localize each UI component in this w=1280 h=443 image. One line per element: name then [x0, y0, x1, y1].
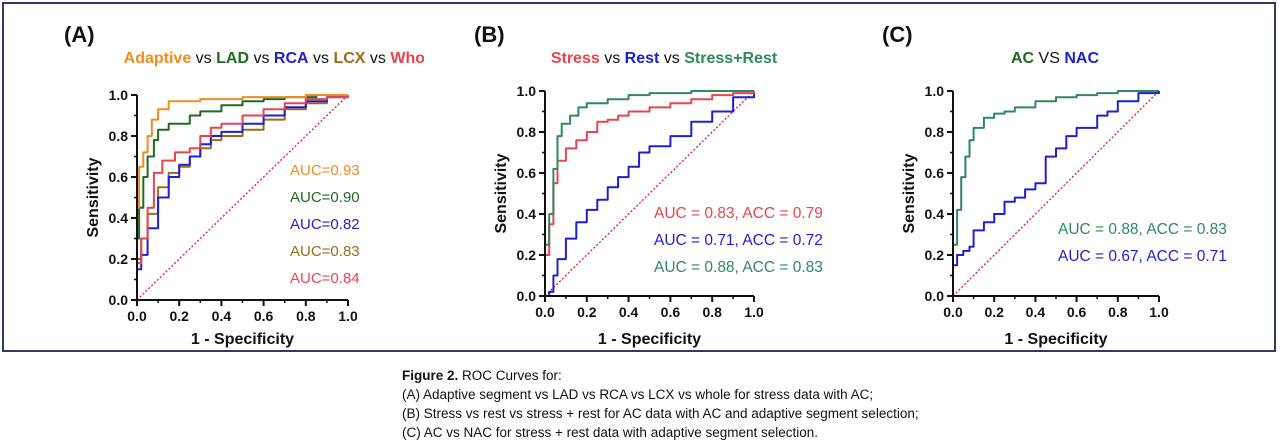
panel-label-c: (C) — [882, 22, 913, 47]
title-part-b-4: Stress+Rest — [684, 50, 778, 67]
x-tick-label-c-2: 0.4 — [1026, 304, 1046, 320]
title-part-c-0: AC — [1011, 50, 1035, 67]
title-part-b-2: Rest — [625, 50, 660, 67]
title-part-a-7: vs — [365, 50, 390, 67]
x-tick-label-c-4: 0.8 — [1108, 304, 1128, 320]
y-tick-label-a-3: 0.6 — [109, 169, 129, 185]
y-tick-label-a-0: 0.0 — [109, 292, 129, 308]
figure-caption: Figure 2. ROC Curves for: (A) Adaptive s… — [402, 366, 919, 442]
y-tick-label-b-3: 0.6 — [517, 165, 537, 181]
roc-series-a-3 — [136, 94, 348, 300]
roc-series-b-1 — [544, 91, 755, 296]
x-tick-label-a-2: 0.4 — [212, 308, 232, 324]
y-tick-label-c-0: 0.0 — [925, 288, 945, 304]
y-tick-label-c-5: 1.0 — [925, 83, 945, 99]
auc-annotation-b-0: AUC = 0.83, ACC = 0.79 — [654, 205, 823, 222]
diagonal-reference-b — [544, 90, 755, 297]
title-part-c-1: VS — [1034, 50, 1064, 67]
x-tick-label-a-1: 0.2 — [169, 308, 189, 324]
title-part-a-6: LCX — [333, 50, 365, 67]
diagonal-reference-a — [136, 94, 349, 301]
caption-title: ROC Curves for: — [462, 368, 562, 383]
y-tick-label-b-2: 0.4 — [517, 206, 537, 222]
y-tick-label-b-4: 0.8 — [517, 124, 537, 140]
chart-title-b: Stress vs Rest vs Stress+Rest — [551, 50, 778, 67]
auc-annotation-a-4: AUC=0.84 — [290, 270, 360, 287]
auc-annotation-b-2: AUC = 0.88, ACC = 0.83 — [654, 259, 823, 276]
title-part-c-2: NAC — [1064, 50, 1099, 67]
roc-series-b-2 — [544, 90, 754, 296]
caption-heading: Figure 2. ROC Curves for: — [402, 366, 919, 385]
x-tick-label-b-1: 0.2 — [577, 304, 597, 320]
roc-series-c-0 — [952, 91, 1160, 296]
title-part-a-5: vs — [309, 50, 334, 67]
title-part-a-2: LAD — [216, 50, 249, 67]
caption-line-b: (B) Stress vs rest vs stress + rest for … — [402, 406, 919, 421]
title-part-a-4: RCA — [274, 50, 309, 67]
y-tick-label-c-4: 0.8 — [925, 124, 945, 140]
x-tick-label-c-5: 1.0 — [1149, 304, 1169, 320]
x-axis-label-c: 1 - Specificity — [1004, 331, 1107, 348]
auc-annotation-b-1: AUC = 0.71, ACC = 0.72 — [654, 232, 823, 249]
y-tick-label-b-5: 1.0 — [517, 83, 537, 99]
figure-frame: (A) Adaptive vs LAD vs RCA vs LCX vs Whol… — [2, 2, 1276, 352]
auc-annotation-a-1: AUC=0.90 — [290, 189, 360, 206]
x-tick-label-a-4: 0.8 — [296, 308, 316, 324]
roc-series-a-2 — [136, 95, 349, 300]
panel-label-b: (B) — [474, 22, 505, 47]
auc-annotation-a-3: AUC=0.83 — [290, 243, 360, 260]
auc-annotation-a-2: AUC=0.82 — [290, 216, 360, 233]
y-tick-label-c-3: 0.6 — [925, 165, 945, 181]
x-tick-label-b-2: 0.4 — [619, 304, 639, 320]
y-tick-label-a-2: 0.4 — [109, 210, 129, 226]
chart-title-c: AC VS NAC — [1011, 50, 1099, 67]
y-tick-label-a-4: 0.8 — [109, 128, 129, 144]
x-tick-label-c-1: 0.2 — [984, 304, 1004, 320]
roc-series-c-1 — [952, 90, 1159, 296]
x-tick-label-a-5: 1.0 — [338, 308, 358, 324]
diagonal-reference-c — [952, 90, 1160, 297]
x-tick-label-c-0: 0.0 — [943, 304, 963, 320]
title-part-a-3: vs — [249, 50, 274, 67]
title-part-a-8: Whole — [390, 50, 424, 67]
title-part-a-0: Adaptive — [124, 50, 192, 67]
auc-annotation-c-1: AUC = 0.67, ACC = 0.71 — [1058, 248, 1227, 265]
x-tick-label-b-0: 0.0 — [535, 304, 555, 320]
roc-series-b-0 — [545, 91, 755, 297]
x-axis-label-b: 1 - Specificity — [598, 331, 701, 348]
y-tick-label-b-1: 0.2 — [517, 247, 537, 263]
roc-series-a-1 — [136, 95, 349, 300]
y-axis-label-a: Sensitivity — [85, 157, 102, 237]
caption-label: Figure 2. — [402, 368, 459, 383]
x-axis-label-a: 1 - Specificity — [191, 331, 294, 348]
title-part-a-1: vs — [191, 50, 216, 67]
roc-series-a-0 — [136, 95, 349, 300]
y-tick-label-a-1: 0.2 — [109, 251, 129, 267]
chart-title-a: Adaptive vs LAD vs RCA vs LCX vs Whole — [124, 50, 424, 67]
y-tick-label-b-0: 0.0 — [517, 288, 537, 304]
panel-label-a: (A) — [64, 22, 95, 47]
title-part-b-1: vs — [600, 50, 625, 67]
auc-annotation-a-0: AUC=0.93 — [290, 162, 360, 179]
caption-line-c: (C) AC vs NAC for stress + rest data wit… — [402, 425, 819, 440]
auc-annotation-c-0: AUC = 0.88, ACC = 0.83 — [1058, 221, 1227, 238]
roc-chart-a: (A) Adaptive vs LAD vs RCA vs LCX vs Whol… — [64, 22, 424, 348]
title-part-b-0: Stress — [551, 50, 600, 67]
y-tick-label-c-1: 0.2 — [925, 247, 945, 263]
x-tick-label-a-3: 0.6 — [254, 308, 274, 324]
y-tick-label-a-5: 1.0 — [109, 87, 129, 103]
caption-line-a: (A) Adaptive segment vs LAD vs RCA vs LC… — [402, 387, 874, 402]
x-tick-label-b-4: 0.8 — [702, 304, 722, 320]
x-tick-label-b-3: 0.6 — [661, 304, 681, 320]
x-tick-label-b-5: 1.0 — [744, 304, 764, 320]
x-tick-label-a-0: 0.0 — [127, 308, 147, 324]
title-part-b-3: vs — [659, 50, 684, 67]
roc-chart-c: (C) AC VS NAC 0.00.0 0.2 0.2 0.4 0.4 0.6 0.6 0.8 0… — [882, 22, 1227, 348]
roc-chart-b: (B) Stress vs Rest vs Stress+Rest 0.00.0 0.… — [474, 22, 823, 348]
roc-series-a-4 — [136, 94, 348, 300]
y-axis-label-b: Sensitivity — [493, 153, 510, 233]
y-axis-label-c: Sensitivity — [901, 153, 918, 233]
x-tick-label-c-3: 0.6 — [1067, 304, 1087, 320]
y-tick-label-c-2: 0.4 — [925, 206, 945, 222]
